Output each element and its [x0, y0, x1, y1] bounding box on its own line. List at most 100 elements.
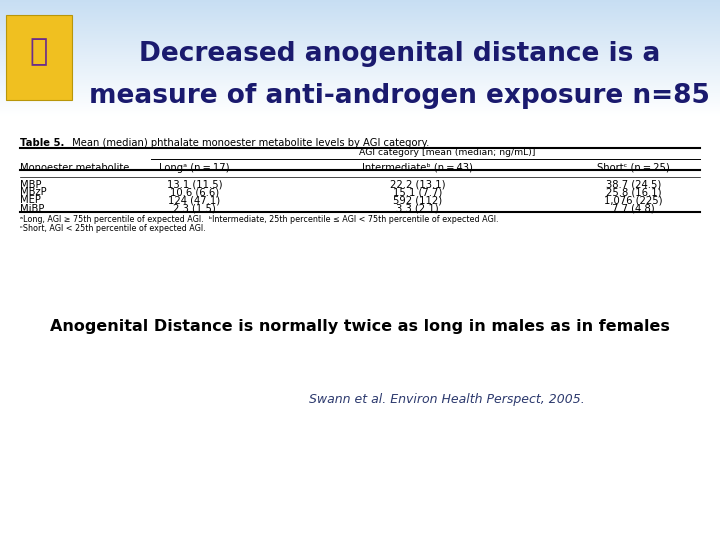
- Text: MBzP: MBzP: [20, 187, 47, 198]
- Bar: [0, 77, 720, 78]
- Bar: [0, 37, 720, 38]
- Bar: [0, 54, 720, 55]
- Text: Decreased anogenital distance is a: Decreased anogenital distance is a: [139, 41, 660, 67]
- Bar: [0, 55, 720, 56]
- Bar: [0, 25, 720, 26]
- Bar: [0, 42, 720, 43]
- Bar: [0, 60, 720, 61]
- Bar: [0, 109, 720, 110]
- Bar: [0, 69, 720, 70]
- Bar: [0, 78, 720, 79]
- Bar: [0, 111, 720, 112]
- Text: 25.8 (16.1): 25.8 (16.1): [606, 187, 662, 198]
- Bar: [0, 6, 720, 7]
- Bar: [0, 21, 720, 22]
- Text: 7.7 (4.8): 7.7 (4.8): [612, 204, 655, 214]
- Bar: [0, 10, 720, 11]
- Text: Longᵃ (n = 17): Longᵃ (n = 17): [159, 163, 230, 173]
- Text: Intermediateᵇ (n = 43): Intermediateᵇ (n = 43): [362, 163, 473, 173]
- Bar: [0, 15, 720, 16]
- Bar: [0, 110, 720, 111]
- Text: ᵃLong, AGI ≥ 75th percentile of expected AGI.  ᵇIntermediate, 25th percentile ≤ : ᵃLong, AGI ≥ 75th percentile of expected…: [20, 215, 499, 225]
- Bar: [0, 36, 720, 37]
- Bar: [0, 28, 720, 29]
- Bar: [0, 64, 720, 65]
- Bar: [0, 66, 720, 67]
- Bar: [0, 52, 720, 53]
- Bar: [0, 50, 720, 51]
- Bar: [0, 75, 720, 76]
- Bar: [0, 61, 720, 62]
- Text: Shortᶜ (n = 25): Shortᶜ (n = 25): [597, 163, 670, 173]
- Bar: [0, 81, 720, 82]
- Bar: [0, 97, 720, 98]
- Bar: [6, 15, 72, 100]
- Text: MBP: MBP: [20, 180, 42, 190]
- Bar: [0, 100, 720, 101]
- Bar: [0, 113, 720, 114]
- Bar: [0, 112, 720, 113]
- Bar: [0, 103, 720, 104]
- Bar: [0, 84, 720, 85]
- Bar: [0, 79, 720, 80]
- Bar: [0, 44, 720, 45]
- Bar: [0, 90, 720, 91]
- Bar: [0, 29, 720, 30]
- Text: MiBP: MiBP: [20, 204, 45, 214]
- Bar: [0, 17, 720, 18]
- Bar: [0, 99, 720, 100]
- Bar: [0, 0, 720, 1]
- Bar: [0, 13, 720, 14]
- Bar: [0, 89, 720, 90]
- Bar: [0, 85, 720, 86]
- Bar: [0, 5, 720, 6]
- Bar: [0, 23, 720, 24]
- Text: Anogenital Distance is normally twice as long in males as in females: Anogenital Distance is normally twice as…: [50, 319, 670, 334]
- Text: 13.1 (11.5): 13.1 (11.5): [166, 180, 222, 190]
- Text: ᶜShort, AGI < 25th percentile of expected AGI.: ᶜShort, AGI < 25th percentile of expecte…: [20, 224, 206, 233]
- Bar: [0, 30, 720, 31]
- Bar: [0, 74, 720, 75]
- Text: 2.3 (1.5): 2.3 (1.5): [173, 204, 216, 214]
- Text: 15.1 (7.7): 15.1 (7.7): [393, 187, 442, 198]
- Text: 22.2 (13.1): 22.2 (13.1): [390, 180, 446, 190]
- Bar: [0, 45, 720, 46]
- Bar: [0, 73, 720, 74]
- Bar: [0, 95, 720, 96]
- Text: measure of anti-androgen exposure n=85: measure of anti-androgen exposure n=85: [89, 83, 710, 109]
- Bar: [0, 96, 720, 97]
- Text: 10.6 (6.6): 10.6 (6.6): [170, 187, 219, 198]
- Bar: [0, 104, 720, 105]
- Bar: [0, 93, 720, 94]
- Bar: [0, 4, 720, 5]
- Bar: [0, 51, 720, 52]
- Bar: [0, 41, 720, 42]
- Bar: [0, 8, 720, 9]
- Bar: [0, 71, 720, 72]
- Bar: [0, 70, 720, 71]
- Bar: [0, 76, 720, 77]
- Bar: [0, 26, 720, 28]
- Bar: [0, 2, 720, 3]
- Bar: [0, 83, 720, 84]
- Bar: [0, 59, 720, 60]
- Bar: [0, 9, 720, 10]
- Bar: [0, 19, 720, 20]
- Bar: [0, 98, 720, 99]
- Bar: [0, 1, 720, 2]
- Bar: [0, 43, 720, 44]
- Bar: [0, 20, 720, 21]
- Bar: [0, 56, 720, 57]
- Text: 3.3 (2.1): 3.3 (2.1): [396, 204, 439, 214]
- Text: Monoester metabolite: Monoester metabolite: [20, 163, 130, 173]
- Bar: [0, 101, 720, 102]
- Bar: [0, 48, 720, 49]
- Text: 592 (112): 592 (112): [393, 195, 442, 206]
- Bar: [0, 31, 720, 32]
- Bar: [0, 35, 720, 36]
- Bar: [0, 14, 720, 15]
- Bar: [0, 12, 720, 13]
- Bar: [0, 63, 720, 64]
- Bar: [0, 53, 720, 54]
- Bar: [0, 57, 720, 58]
